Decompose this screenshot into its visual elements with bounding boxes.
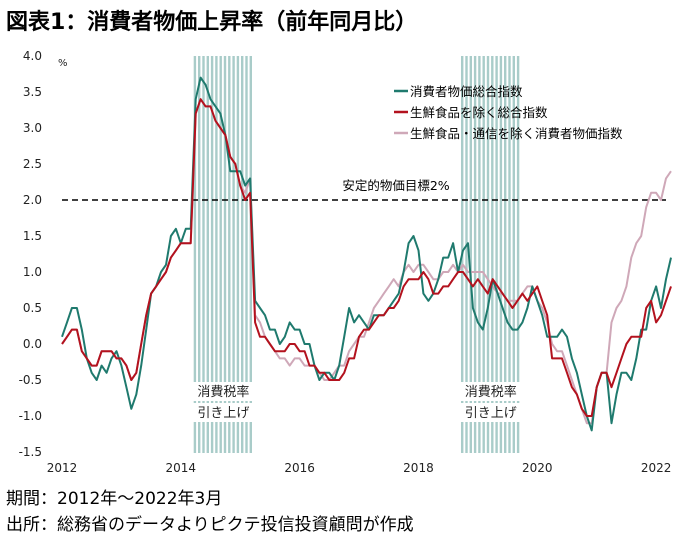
series-line-core-ex-telecom — [61, 98, 672, 425]
tax-hike-stripe — [495, 56, 498, 453]
y-tick-label: -0.5 — [19, 373, 42, 387]
y-tick-label: 0.0 — [23, 337, 42, 351]
tax-hike-stripe — [482, 56, 485, 453]
y-tick-label: -1.5 — [19, 445, 42, 459]
tax-hike-stripe — [491, 56, 494, 453]
y-tick-label: 0.5 — [23, 301, 42, 315]
chart-title: 図表1：消費者物価上昇率（前年同月比） — [6, 10, 418, 35]
y-tick-label: 2.0 — [23, 193, 42, 207]
x-tick-label: 2020 — [522, 461, 553, 475]
series-line-headline — [61, 76, 672, 432]
tax-hike-label: 消費税率 — [197, 384, 249, 400]
tax-hike-stripe — [215, 56, 218, 453]
series-lines — [61, 76, 672, 432]
tax-hike-stripe — [478, 56, 481, 453]
y-tick-label: 3.5 — [23, 85, 42, 99]
tax-hike-stripe — [486, 56, 490, 453]
tax-hike-stripe — [508, 56, 511, 453]
tax-hike-stripe — [228, 56, 231, 453]
tax-hike-stripe — [219, 56, 222, 453]
legend-label-headline: 消費者物価総合指数 — [410, 84, 523, 99]
x-tick-label: 2012 — [47, 461, 78, 475]
tax-hike-stripe — [473, 56, 477, 453]
tax-hike-stripe — [223, 56, 227, 453]
y-tick-label: 4.0 — [23, 49, 42, 63]
tax-hike-stripe — [499, 56, 503, 453]
tax-hike-stripe — [193, 56, 197, 453]
tax-hike-label-bg — [192, 403, 255, 422]
x-tick-label: 2018 — [403, 461, 434, 475]
tax-hike-stripe — [236, 56, 240, 453]
y-tick-label: 3.0 — [23, 121, 42, 135]
tax-hike-label-bg — [459, 403, 522, 422]
tax-hike-stripe — [198, 56, 201, 453]
target-line-label: 安定的物価目標2% — [342, 178, 449, 193]
chart-axes: 4.0 3.5 3.0 2.5 2.0 1.5 1.0 0.5 0.0 -0.5 -1.0 -1.5%… — [19, 49, 672, 475]
y-tick-label: 1.5 — [23, 229, 42, 243]
tax-hike-label-bg — [459, 382, 522, 401]
tax-hike-stripe — [469, 56, 472, 453]
x-tick-label: 2014 — [166, 461, 197, 475]
tax-hike-stripe — [210, 56, 214, 453]
y-tick-label: -1.0 — [19, 409, 42, 423]
tax-hike-label: 消費税率 — [465, 384, 517, 400]
tax-hike-stripe — [516, 56, 520, 453]
x-tick-label: 2016 — [284, 461, 315, 475]
tax-hike-stripe — [241, 56, 244, 453]
source-note: 出所：総務省のデータよりピクテ投信投資顧問が作成 — [6, 515, 414, 535]
series-line-core — [61, 98, 672, 417]
tax-hike-label: 引き上げ — [197, 406, 249, 421]
period-note: 期間：2012年～2022年3月 — [6, 489, 223, 509]
tax-hike-stripe — [504, 56, 507, 453]
target-line-group: 安定的物価目標2% — [62, 178, 666, 201]
y-tick-label: 1.0 — [23, 265, 42, 279]
tax-hike-stripe — [232, 56, 235, 453]
tax-hike-label-bg — [192, 382, 255, 401]
y-unit-label: % — [58, 58, 68, 69]
tax-hike-label: 引き上げ — [465, 406, 517, 421]
legend-label-core: 生鮮食品を除く総合指数 — [410, 105, 548, 120]
tax-hike-stripe — [249, 56, 252, 453]
tax-hike-stripe — [202, 56, 205, 453]
tax-hike-stripe — [245, 56, 248, 453]
y-tick-label: 2.5 — [23, 157, 42, 171]
tax-hike-stripe — [512, 56, 515, 453]
legend-label-core-ex-telecom: 生鮮食品・通信を除く消費者物価指数 — [410, 126, 623, 141]
tax-hike-stripe — [465, 56, 468, 453]
tax-hike-stripe — [206, 56, 209, 453]
x-tick-label: 2022 — [641, 461, 672, 475]
